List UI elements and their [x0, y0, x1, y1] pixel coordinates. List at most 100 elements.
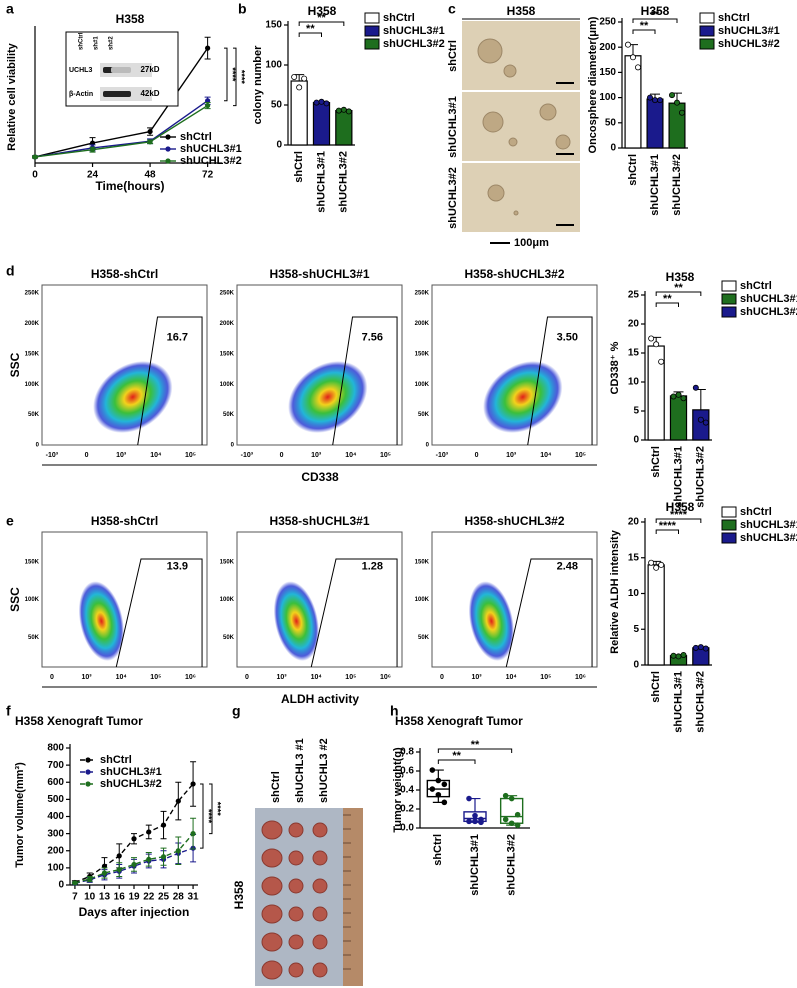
- chart-title: H358 Xenograft Tumor: [15, 714, 143, 728]
- flow-density: [483, 361, 563, 433]
- legend-label: shCtrl: [740, 506, 772, 518]
- bar: [335, 109, 353, 146]
- y-tick-label: 100: [265, 60, 282, 71]
- flow-y-tick: 150K: [415, 351, 430, 357]
- y-tick-label: 100: [47, 863, 64, 874]
- sphere: [503, 64, 517, 78]
- significance-label: ****: [228, 67, 238, 82]
- data-point: [674, 99, 681, 106]
- data-point: [435, 791, 442, 798]
- flow-y-tick: 50K: [223, 635, 235, 641]
- flow-x-tick: -10³: [241, 452, 254, 459]
- gate-value: 3.50: [557, 332, 578, 344]
- data-point: [318, 98, 325, 105]
- legend-label: shUCHL3#1: [740, 519, 797, 531]
- gate-value: 1.28: [362, 560, 383, 572]
- flow-y-tick: 0: [426, 443, 430, 449]
- tumor: [288, 878, 304, 894]
- x-tick-label: shUCHL3#2: [695, 446, 707, 508]
- panel-letter: d: [6, 263, 15, 279]
- flow-title: H358-shCtrl: [91, 514, 158, 528]
- flow-y-tick: 100K: [220, 597, 235, 603]
- marker: [116, 853, 122, 859]
- flow-title: H358-shUCHL3#2: [464, 267, 564, 281]
- data-point: [466, 818, 472, 825]
- tumor: [312, 962, 328, 978]
- blot-band: [119, 91, 131, 97]
- data-point: [508, 820, 515, 827]
- y-tick-label: 500: [47, 794, 64, 805]
- flow-y-tick: 150K: [25, 351, 40, 357]
- significance-bracket: [224, 47, 228, 102]
- legend-swatch: [721, 532, 737, 544]
- y-tick-label: 15: [628, 348, 640, 359]
- y-tick-label: 150: [599, 67, 616, 78]
- significance-bracket: [200, 783, 204, 849]
- marker: [72, 880, 78, 886]
- legend-swatch: [721, 506, 737, 518]
- flow-y-tick: 200K: [25, 321, 40, 327]
- flow-y-label: SSC: [8, 352, 22, 377]
- flow-y-tick: 100K: [415, 597, 430, 603]
- chart-title: H358: [116, 12, 145, 26]
- flow-x-tick: 0: [50, 674, 54, 681]
- legend-label: shUCHL3#1: [180, 143, 242, 155]
- flow-y-tick: 100K: [25, 597, 40, 603]
- legend-label: shUCHL3#1: [740, 293, 797, 305]
- flow-y-tick: 50K: [28, 412, 40, 418]
- significance-label: **: [663, 293, 672, 305]
- y-tick-label: 200: [47, 845, 64, 856]
- x-tick-label: shCtrl: [293, 151, 305, 183]
- blot-row-label: UCHL3: [69, 67, 92, 74]
- marker: [146, 856, 152, 862]
- flow-frame: [41, 531, 208, 668]
- blot-lane: shCtrl: [79, 32, 85, 50]
- data-point: [647, 94, 654, 101]
- significance-bracket: [632, 29, 656, 34]
- legend-marker: [165, 146, 171, 152]
- data-point: [429, 786, 436, 792]
- marker: [131, 836, 137, 842]
- chart-title: H358: [666, 270, 695, 284]
- flow-y-tick: 100K: [25, 382, 40, 388]
- flow-x-tick: 10⁵: [150, 674, 161, 681]
- y-tick-label: 5: [633, 624, 639, 635]
- flow-x-label: ALDH activity: [281, 692, 359, 706]
- chart-title: H358: [641, 4, 670, 18]
- legend-swatch: [721, 306, 737, 318]
- flow-title: H358-shCtrl: [91, 267, 158, 281]
- significance-label: ****: [213, 802, 223, 817]
- flow-x-tick: 0: [475, 452, 479, 459]
- flow-y-tick: 100K: [220, 382, 235, 388]
- data-point: [680, 395, 687, 402]
- marker: [205, 98, 211, 104]
- x-tick-label: shUCHL3#2: [695, 671, 707, 733]
- bar: [647, 564, 665, 666]
- data-point: [502, 816, 509, 823]
- data-point: [635, 64, 642, 71]
- data-point: [653, 341, 660, 348]
- marker: [175, 798, 181, 804]
- significance-bracket: [655, 518, 702, 523]
- flow-x-tick: 10⁶: [185, 674, 196, 681]
- data-point: [697, 416, 704, 423]
- marker: [205, 102, 211, 109]
- x-tick-label: shUCHL3#2: [506, 834, 518, 896]
- x-tick-label: 22: [143, 892, 155, 903]
- marker: [146, 829, 152, 835]
- chart-title: H358: [308, 4, 337, 18]
- whisker: [469, 797, 481, 812]
- flow-x-label: CD338: [301, 470, 339, 484]
- y-tick-label: 0.6: [400, 766, 414, 777]
- gate: [332, 316, 398, 446]
- legend-label: shUCHL3#2: [100, 778, 162, 790]
- series-line: [34, 47, 209, 158]
- legend-label: shUCHL3#2: [740, 532, 797, 544]
- y-axis-label: CD338⁺ %: [609, 341, 621, 394]
- flow-y-tick: 250K: [415, 291, 430, 297]
- data-point: [291, 74, 298, 81]
- tumor: [312, 934, 328, 950]
- micro-image: [462, 92, 580, 161]
- marker: [205, 45, 211, 51]
